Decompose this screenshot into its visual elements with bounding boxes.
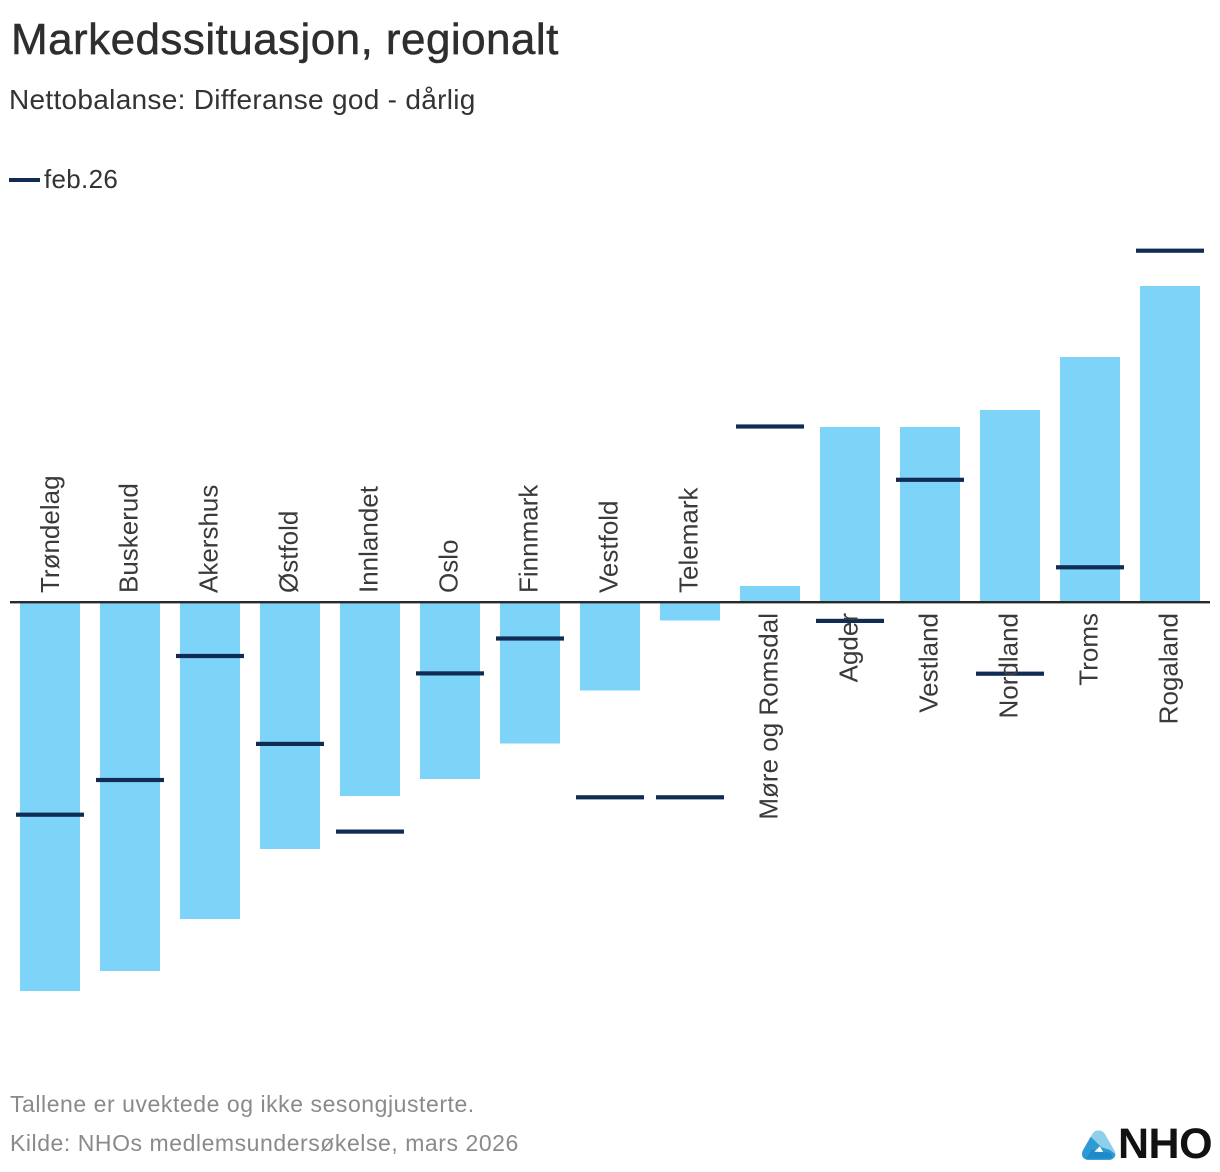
svg-text:Trøndelag: Trøndelag — [35, 475, 65, 593]
svg-text:Rogaland: Rogaland — [1154, 613, 1184, 724]
svg-text:Nordland: Nordland — [994, 613, 1024, 719]
svg-text:Vestfold: Vestfold — [594, 500, 624, 593]
svg-text:Buskerud: Buskerud — [114, 483, 144, 593]
svg-text:Finnmark: Finnmark — [514, 484, 544, 593]
svg-text:Innlandet: Innlandet — [354, 485, 384, 593]
svg-text:Østfold: Østfold — [274, 511, 304, 593]
svg-text:Møre og Romsdal: Møre og Romsdal — [754, 613, 784, 820]
svg-text:Vestland: Vestland — [914, 613, 944, 713]
svg-text:Oslo: Oslo — [434, 540, 464, 593]
svg-text:Akershus: Akershus — [194, 485, 224, 593]
svg-text:Troms: Troms — [1074, 613, 1104, 686]
svg-text:Agder: Agder — [834, 613, 864, 683]
svg-text:Telemark: Telemark — [674, 487, 704, 593]
